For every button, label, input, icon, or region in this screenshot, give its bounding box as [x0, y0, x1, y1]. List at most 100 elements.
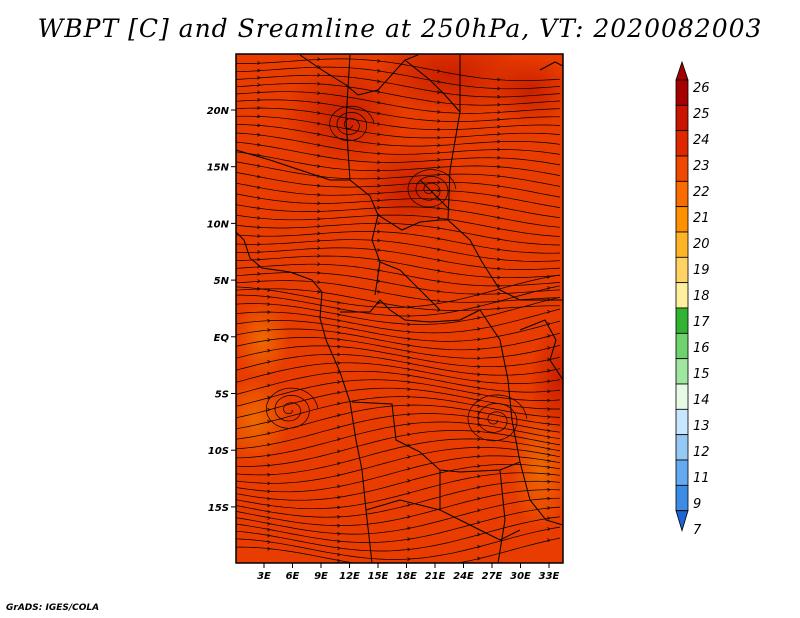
streamline-arrow: [257, 105, 261, 110]
streamline-arrow: [257, 142, 261, 147]
streamline-arrow: [337, 425, 341, 429]
streamline: [236, 263, 561, 287]
streamline: [236, 345, 561, 368]
streamline-arrow: [407, 547, 411, 552]
streamline-arrow: [257, 185, 261, 190]
colorbar-label: 7: [693, 523, 702, 538]
streamline-arrow: [477, 464, 481, 468]
streamline-arrow: [547, 422, 551, 427]
streamline: [236, 480, 561, 518]
lon-tick-label: 15E: [368, 571, 389, 582]
streamline-arrow: [497, 132, 501, 136]
streamline-arrow: [407, 373, 411, 378]
streamline-arrow: [337, 515, 341, 519]
streamline: [236, 421, 561, 459]
streamline-arrow: [407, 491, 411, 495]
streamline: [236, 193, 561, 219]
streamline-arrow: [497, 164, 501, 169]
streamline-arrow: [317, 73, 321, 77]
streamline-arrow: [337, 505, 341, 510]
streamline-arrow: [317, 164, 321, 169]
streamline-arrow: [257, 206, 261, 211]
streamline: [236, 516, 561, 552]
streamline-arrow: [547, 286, 551, 290]
streamline-arrow: [337, 337, 341, 342]
streamline-arrow: [257, 174, 261, 179]
streamline-arrow: [477, 386, 481, 391]
streamline-arrow: [337, 344, 341, 349]
streamline-arrow: [437, 135, 441, 140]
streamline-arrow: [437, 258, 441, 263]
colorbar-label: 13: [693, 419, 710, 434]
streamline-arrow: [377, 151, 381, 156]
colorbar-label: 22: [693, 185, 710, 200]
streamline: [236, 280, 561, 303]
streamline: [236, 362, 561, 384]
streamline: [236, 296, 561, 325]
lon-tick-label: 24E: [453, 571, 474, 582]
streamline-arrow: [337, 461, 341, 466]
streamline-arrow: [437, 180, 441, 184]
streamline-arrow: [407, 432, 411, 437]
streamline-arrow: [337, 301, 341, 305]
streamline-arrow: [477, 422, 481, 427]
streamline-arrow: [437, 236, 441, 241]
streamline-arrow: [477, 485, 481, 490]
streamline-arrow: [317, 246, 321, 250]
streamline: [236, 472, 561, 510]
streamline: [236, 396, 561, 430]
streamline-arrow: [257, 61, 261, 65]
streamline-arrow: [377, 205, 381, 210]
streamline-arrow: [257, 250, 261, 254]
streamline-arrow: [337, 495, 341, 500]
streamline-arrow: [267, 288, 271, 293]
streamline-arrow: [437, 172, 441, 177]
streamline-arrow: [317, 81, 321, 86]
streamline-arrow: [337, 331, 341, 335]
colorbar-label: 20: [693, 237, 710, 252]
streamline-arrow: [407, 355, 411, 360]
streamline: [236, 506, 561, 543]
streamline-arrow: [267, 547, 271, 551]
streamline-arrow: [547, 368, 551, 373]
streamline: [236, 463, 561, 501]
streamline-arrow: [337, 307, 341, 311]
streamline-arrow: [547, 506, 551, 510]
streamline-arrow: [497, 291, 501, 296]
streamline-arrow: [477, 556, 481, 561]
streamline-arrow: [377, 79, 381, 84]
streamline-arrow: [267, 472, 271, 477]
streamline-arrow: [267, 338, 271, 342]
lat-tick-label: EQ: [214, 333, 230, 344]
streamline-arrow: [377, 100, 381, 105]
streamline-arrow: [437, 150, 441, 155]
streamline-arrow: [317, 192, 321, 197]
streamline: [236, 255, 561, 279]
streamline-arrow: [257, 196, 261, 200]
streamline-arrow: [337, 352, 341, 357]
colorbar-bottom-arrow: [675, 510, 689, 533]
streamline-arrow: [337, 552, 341, 557]
streamline-arrow: [377, 183, 381, 188]
streamline-arrow: [477, 327, 481, 331]
colorbar-swatch: [675, 484, 689, 512]
colorbar-swatch: [675, 104, 689, 132]
colorbar-label: 24: [693, 133, 710, 148]
streamline-arrow: [407, 337, 411, 341]
streamline-arrow: [267, 328, 271, 332]
streamline-arrow: [547, 487, 551, 492]
streamline-arrow: [407, 380, 411, 385]
streamline-arrow: [267, 516, 271, 520]
streamline: [236, 58, 561, 81]
streamline: [236, 151, 561, 176]
streamline: [236, 141, 561, 166]
streamline: [236, 438, 561, 476]
streamline-arrow: [437, 119, 441, 123]
lon-tick-label: 30E: [510, 571, 531, 582]
streamline: [236, 455, 561, 493]
lon-tick-label: 27E: [482, 571, 503, 582]
streamline-arrow: [407, 305, 411, 309]
colorbar-label: 14: [693, 393, 710, 408]
streamline-arrow: [377, 111, 381, 116]
streamline-arrow: [337, 380, 341, 384]
